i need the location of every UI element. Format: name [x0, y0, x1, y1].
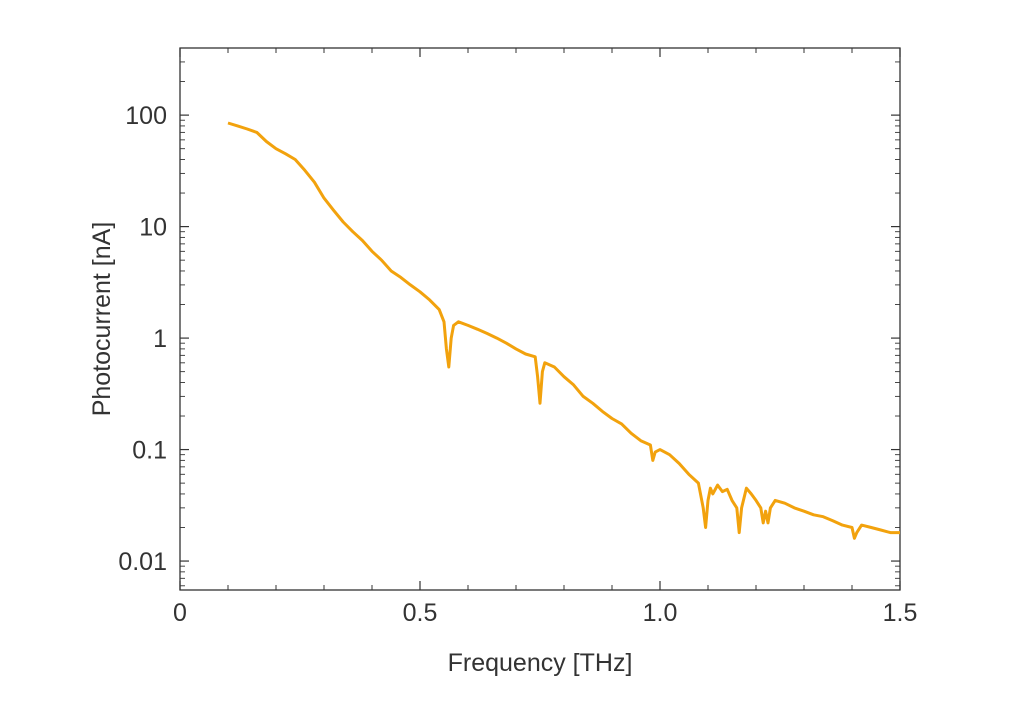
x-tick-label: 1.5	[883, 599, 918, 627]
y-tick-label: 1	[153, 325, 167, 353]
y-tick-label: 0.1	[132, 437, 167, 465]
y-tick-label: 100	[125, 102, 167, 130]
plot-frame	[179, 47, 901, 591]
y-axis-label: Photocurrent [nA]	[88, 222, 116, 417]
x-tick-label: 0	[173, 599, 187, 627]
x-tick-label: 0.5	[403, 599, 438, 627]
x-tick-label: 1.0	[643, 599, 678, 627]
x-axis-ticks: 0 0.5 1.0 1.5	[173, 48, 917, 627]
y-tick-label: 0.01	[118, 548, 167, 576]
x-axis-label: Frequency [THz]	[448, 649, 633, 677]
y-axis-ticks: 0.01 0.1 1 10 100	[118, 61, 900, 587]
y-tick-label: 10	[139, 214, 167, 242]
series-line	[227, 121, 900, 540]
